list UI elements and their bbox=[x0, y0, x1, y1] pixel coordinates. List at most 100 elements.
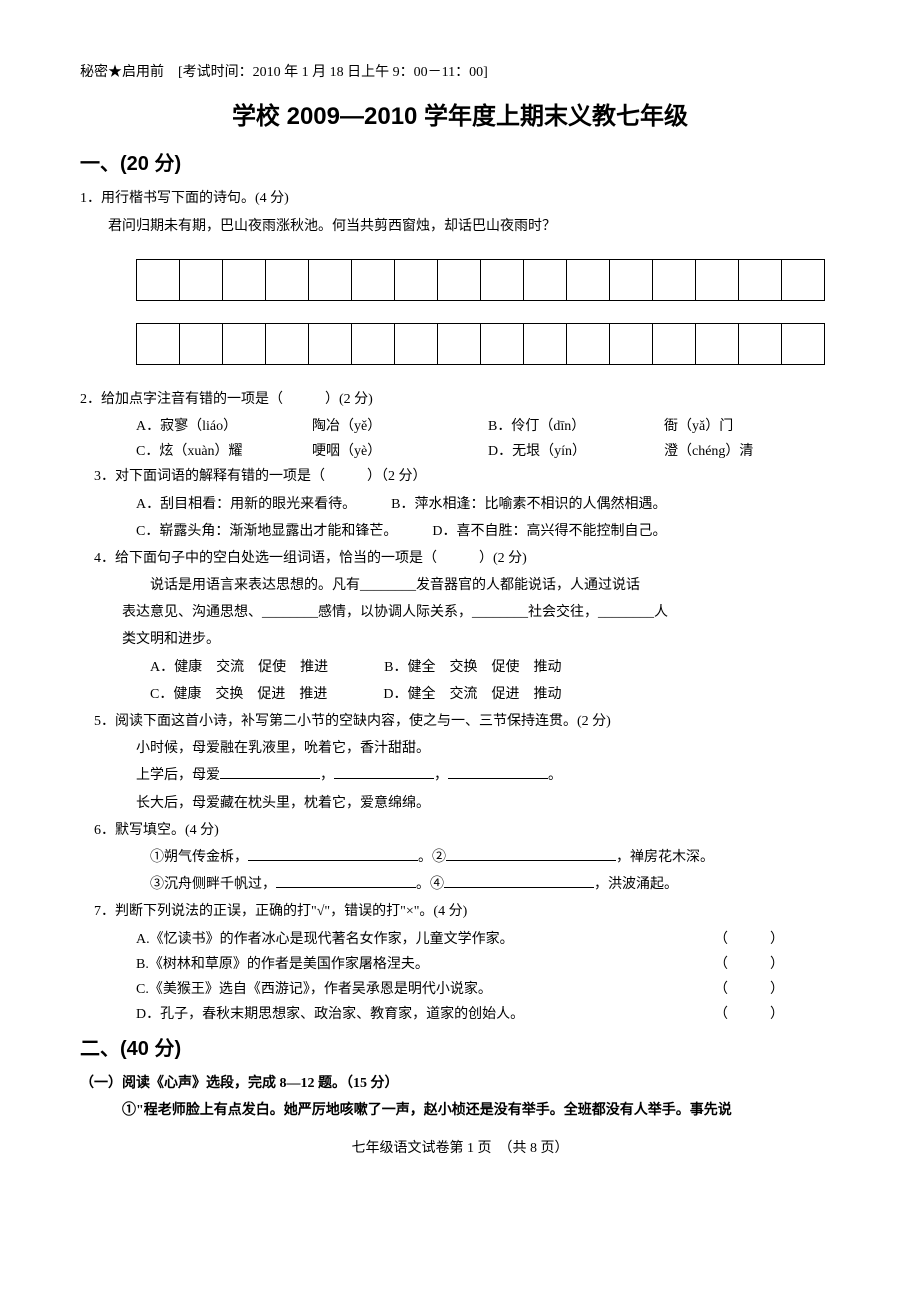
option-b: B．伶仃（dīn） bbox=[488, 414, 664, 439]
blank-input[interactable] bbox=[220, 765, 320, 779]
question-3-row1: A．刮目相看：用新的眼光来看待。 B．萍水相逢：比喻素不相识的人偶然相遇。 bbox=[80, 492, 840, 517]
grid-cell[interactable] bbox=[652, 259, 696, 301]
blank-input[interactable] bbox=[276, 874, 416, 888]
exam-header: 秘密★启用前 [考试时间：2010 年 1 月 18 日上午 9：00－11：0… bbox=[80, 60, 840, 85]
question-6: 6．默写填空。(4 分) bbox=[80, 818, 840, 843]
question-7-d: D．孔子，春秋末期思想家、政治家、教育家，道家的创始人。 （ ） bbox=[80, 1002, 840, 1027]
option-c2: 哽咽（yè） bbox=[312, 439, 488, 464]
grid-cell[interactable] bbox=[222, 259, 266, 301]
comma: ， bbox=[434, 768, 448, 783]
option-d: D．无垠（yín） bbox=[488, 439, 664, 464]
blank-input[interactable] bbox=[448, 765, 548, 779]
option-c: C．炫（xuàn）耀 bbox=[136, 439, 312, 464]
grid-cell[interactable] bbox=[351, 259, 395, 301]
option-c: C．崭露头角：渐渐地显露出才能和锋芒。 bbox=[136, 524, 390, 539]
grid-cell[interactable] bbox=[609, 323, 653, 365]
question-4-options1: A．健康 交流 促使 推进 B．健全 交换 促使 推动 bbox=[80, 655, 840, 680]
answer-paren[interactable]: （ ） bbox=[714, 977, 784, 1002]
item2a: ③沉舟侧畔千帆过， bbox=[150, 877, 276, 892]
grid-cell[interactable] bbox=[394, 323, 438, 365]
question-1: 1．用行楷书写下面的诗句。(4 分) bbox=[80, 186, 840, 211]
grid-cell[interactable] bbox=[566, 323, 610, 365]
grid-cell[interactable] bbox=[738, 323, 782, 365]
item2c: ，洪波涌起。 bbox=[594, 877, 678, 892]
page-footer: 七年级语文试卷第 1 页 （共 8 页） bbox=[80, 1136, 840, 1161]
question-2: 2．给加点字注音有错的一项是（ ）(2 分) bbox=[80, 387, 840, 412]
grid-cell[interactable] bbox=[394, 259, 438, 301]
section-1-title: 一、(20 分) bbox=[80, 146, 840, 182]
grid-cell[interactable] bbox=[222, 323, 266, 365]
comma: ， bbox=[320, 768, 334, 783]
item-c: C.《美猴王》选自《西游记》，作者吴承恩是明代小说家。 bbox=[136, 977, 714, 1002]
grid-cell[interactable] bbox=[308, 259, 352, 301]
blank-input[interactable] bbox=[444, 874, 594, 888]
grid-row bbox=[136, 259, 840, 301]
grid-cell[interactable] bbox=[437, 259, 481, 301]
question-3-row2: C．崭露头角：渐渐地显露出才能和锋芒。 D．喜不自胜：高兴得不能控制自己。 bbox=[80, 519, 840, 544]
option-b: B．萍水相逢：比喻素不相识的人偶然相遇。 bbox=[391, 497, 666, 512]
option-d: D．健全 交流 促进 推动 bbox=[383, 687, 561, 702]
option-d: D．喜不自胜：高兴得不能控制自己。 bbox=[432, 524, 666, 539]
question-7: 7．判断下列说法的正误，正确的打"√"，错误的打"×"。(4 分) bbox=[80, 899, 840, 924]
grid-cell[interactable] bbox=[179, 323, 223, 365]
answer-paren[interactable]: （ ） bbox=[714, 1002, 784, 1027]
question-2-row1: A．寂寥（liáo） 陶冶（yě） B．伶仃（dīn） 衙（yǎ）门 bbox=[80, 414, 840, 439]
answer-paren[interactable]: （ ） bbox=[714, 927, 784, 952]
writing-grid-1 bbox=[136, 259, 840, 365]
grid-cell[interactable] bbox=[265, 323, 309, 365]
item-a: A.《忆读书》的作者冰心是现代著名女作家，儿童文学作家。 bbox=[136, 927, 714, 952]
question-4-options2: C．健康 交换 促进 推进 D．健全 交流 促进 推动 bbox=[80, 682, 840, 707]
question-4-passage3: 类文明和进步。 bbox=[80, 627, 840, 652]
grid-cell[interactable] bbox=[566, 259, 610, 301]
blank-input[interactable] bbox=[334, 765, 434, 779]
grid-cell[interactable] bbox=[738, 259, 782, 301]
question-5-line3: 长大后，母爱藏在枕头里，枕着它，爱意绵绵。 bbox=[80, 791, 840, 816]
question-2-row2: C．炫（xuàn）耀 哽咽（yè） D．无垠（yín） 澄（chéng）清 bbox=[80, 439, 840, 464]
grid-row bbox=[136, 323, 840, 365]
period: 。 bbox=[548, 768, 562, 783]
option-d2: 澄（chéng）清 bbox=[664, 439, 840, 464]
item1b: 。② bbox=[418, 850, 446, 865]
option-c: C．健康 交换 促进 推进 bbox=[150, 687, 327, 702]
option-a2: 陶冶（yě） bbox=[312, 414, 488, 439]
grid-cell[interactable] bbox=[308, 323, 352, 365]
exam-title: 学校 2009—2010 学年度上期末义教七年级 bbox=[80, 95, 840, 138]
grid-cell[interactable] bbox=[695, 323, 739, 365]
item-b: B.《树林和草原》的作者是美国作家屠格涅夫。 bbox=[136, 952, 714, 977]
line2-prefix: 上学后，母爱 bbox=[136, 768, 220, 783]
grid-cell[interactable] bbox=[480, 259, 524, 301]
option-b: B．健全 交换 促使 推动 bbox=[384, 660, 561, 675]
grid-cell[interactable] bbox=[179, 259, 223, 301]
question-4-passage1: 说话是用语言来表达思想的。凡有________发音器官的人都能说话，人通过说话 bbox=[80, 573, 840, 598]
item2b: 。④ bbox=[416, 877, 444, 892]
blank-input[interactable] bbox=[248, 847, 418, 861]
grid-cell[interactable] bbox=[523, 259, 567, 301]
question-5: 5．阅读下面这首小诗，补写第二小节的空缺内容，使之与一、三节保持连贯。(2 分) bbox=[80, 709, 840, 734]
grid-cell[interactable] bbox=[265, 259, 309, 301]
answer-paren[interactable]: （ ） bbox=[714, 952, 784, 977]
question-3: 3．对下面词语的解释有错的一项是（ ）（2 分） bbox=[80, 464, 840, 489]
question-7-b: B.《树林和草原》的作者是美国作家屠格涅夫。 （ ） bbox=[80, 952, 840, 977]
question-7-c: C.《美猴王》选自《西游记》，作者吴承恩是明代小说家。 （ ） bbox=[80, 977, 840, 1002]
grid-cell[interactable] bbox=[652, 323, 696, 365]
question-4: 4．给下面句子中的空白处选一组词语，恰当的一项是（ ）(2 分) bbox=[80, 546, 840, 571]
blank-input[interactable] bbox=[446, 847, 616, 861]
grid-cell[interactable] bbox=[695, 259, 739, 301]
option-a: A．刮目相看：用新的眼光来看待。 bbox=[136, 497, 349, 512]
grid-cell[interactable] bbox=[781, 323, 825, 365]
grid-cell[interactable] bbox=[781, 259, 825, 301]
grid-cell[interactable] bbox=[609, 259, 653, 301]
grid-cell[interactable] bbox=[136, 323, 180, 365]
reading-1-title: （一）阅读《心声》选段，完成 8—12 题。（15 分） bbox=[80, 1071, 840, 1096]
section-2-title: 二、(40 分) bbox=[80, 1031, 840, 1067]
grid-cell[interactable] bbox=[136, 259, 180, 301]
grid-cell[interactable] bbox=[523, 323, 567, 365]
item-d: D．孔子，春秋末期思想家、政治家、教育家，道家的创始人。 bbox=[136, 1002, 714, 1027]
question-4-passage2: 表达意见、沟通思想、________感情，以协调人际关系，________社会交… bbox=[80, 600, 840, 625]
grid-cell[interactable] bbox=[351, 323, 395, 365]
reading-1-para1: ①"程老师脸上有点发白。她严厉地咳嗽了一声，赵小桢还是没有举手。全班都没有人举手… bbox=[80, 1098, 840, 1123]
option-b2: 衙（yǎ）门 bbox=[664, 414, 840, 439]
grid-cell[interactable] bbox=[437, 323, 481, 365]
question-6-line1: ①朔气传金柝，。②，禅房花木深。 bbox=[80, 845, 840, 870]
grid-cell[interactable] bbox=[480, 323, 524, 365]
